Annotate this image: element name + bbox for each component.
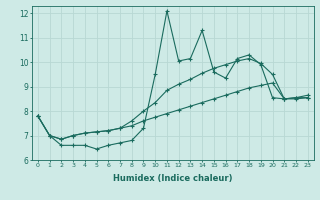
- X-axis label: Humidex (Indice chaleur): Humidex (Indice chaleur): [113, 174, 233, 183]
